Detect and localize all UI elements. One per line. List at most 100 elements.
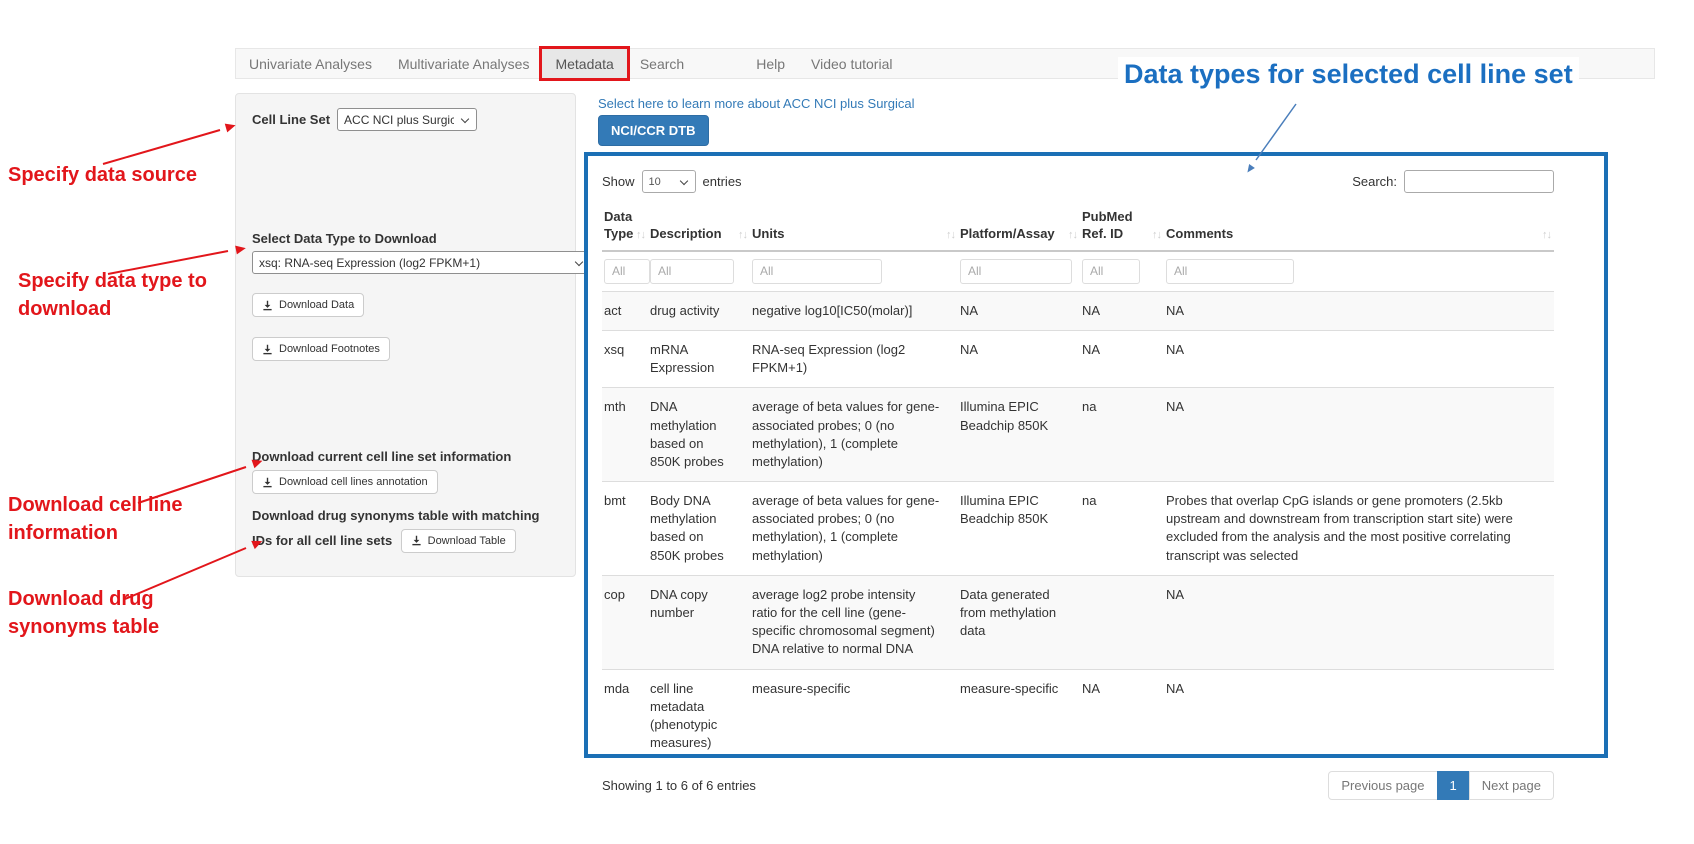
data-type-select-wrap: xsq: RNA-seq Expression (log2 FPKM+1) xyxy=(252,251,591,274)
search-input[interactable] xyxy=(1404,170,1554,193)
pagination: Previous page 1 Next page xyxy=(1328,771,1554,801)
entries-label: entries xyxy=(702,174,742,189)
data-type-select[interactable]: xsq: RNA-seq Expression (log2 FPKM+1) xyxy=(253,252,590,273)
table-cell: na xyxy=(1080,481,1164,576)
filter-input-units[interactable] xyxy=(752,258,882,284)
column-label: PubMed Ref. ID xyxy=(1082,209,1133,241)
table-row-cop: cop DNA copy number average log2 probe i… xyxy=(602,574,1554,670)
table-cell: NA xyxy=(1164,290,1554,331)
search-label: Search: xyxy=(1352,174,1397,189)
table-row-mth: mth DNA methylation based on 850K probes… xyxy=(602,387,1554,482)
tab-search[interactable]: Search xyxy=(639,55,685,72)
column-header-description[interactable]: Description ↑↓ xyxy=(648,205,750,252)
filter-input-description[interactable] xyxy=(650,258,734,284)
table-search: Search: xyxy=(1352,170,1554,193)
header-row: Data Type ↑↓ Description ↑↓ Units ↑↓ Platfo… xyxy=(602,205,1554,252)
column-header-comments[interactable]: Comments ↑↓ xyxy=(1164,205,1554,252)
table-info: Showing 1 to 6 of 6 entries xyxy=(602,778,756,794)
table-cell: average of beta values for gene-associat… xyxy=(750,387,958,482)
column-header-pubmed-ref-id[interactable]: PubMed Ref. ID ↑↓ xyxy=(1080,205,1164,252)
column-header-units[interactable]: Units ↑↓ xyxy=(750,205,958,252)
table-cell: Body DNA methylation based on 850K probe… xyxy=(648,481,750,576)
sort-icon[interactable]: ↑↓ xyxy=(738,229,748,242)
sort-icon[interactable]: ↑↓ xyxy=(1068,229,1078,242)
download-data-button[interactable]: Download Data xyxy=(252,293,365,317)
sort-icon[interactable]: ↑↓ xyxy=(636,229,646,242)
cell-line-set-row: Cell Line Set ACC NCI plus Surgical xyxy=(252,108,561,131)
red-arrow xyxy=(102,129,221,165)
download-icon xyxy=(262,477,273,488)
next-page-button[interactable]: Next page xyxy=(1468,771,1554,801)
table-cell: average of beta values for gene-associat… xyxy=(750,481,958,576)
download-annotation-label: Download cell lines annotation xyxy=(279,476,428,488)
cell-line-set-select[interactable]: ACC NCI plus Surgical xyxy=(338,109,477,130)
download-icon xyxy=(262,300,273,311)
filter-cell xyxy=(648,251,750,292)
column-label: Data Type xyxy=(604,209,634,241)
table-row-mda: mda cell line metadata (phenotypic measu… xyxy=(602,668,1554,763)
download-footnotes-button[interactable]: Download Footnotes xyxy=(252,337,390,361)
data-types-panel: Show 10 entries Search: xyxy=(584,152,1608,801)
table-cell: xsq xyxy=(602,329,648,388)
table-cell: mRNA Expression xyxy=(648,329,750,388)
table-controls: Show 10 entries Search: xyxy=(602,170,1554,193)
sidebar: Cell Line Set ACC NCI plus Surgical Sele… xyxy=(235,93,591,577)
page-1-button[interactable]: 1 xyxy=(1436,771,1470,801)
learn-more-link[interactable]: Select here to learn more about ACC NCI … xyxy=(598,96,915,111)
table-row-bmt: bmt Body DNA methylation based on 850K p… xyxy=(602,481,1554,576)
cell-line-set-label: Cell Line Set xyxy=(252,112,331,127)
tab-metadata[interactable]: Metadata xyxy=(539,46,630,81)
table-cell: na xyxy=(1080,387,1164,482)
table-cell: NA xyxy=(1164,329,1554,388)
download-icon xyxy=(411,535,422,546)
download-table-button[interactable]: Download Table xyxy=(400,528,516,553)
tab-video-tutorial[interactable]: Video tutorial xyxy=(811,55,893,72)
page-size-select[interactable]: 10 xyxy=(642,171,695,192)
show-label: Show xyxy=(602,174,635,189)
tab-help[interactable]: Help xyxy=(756,55,785,72)
filter-input-data-type[interactable] xyxy=(604,258,650,284)
filter-input-pubmed-ref-id[interactable] xyxy=(1082,258,1140,284)
filter-input-platform-assay[interactable] xyxy=(960,258,1072,284)
filter-input-comments[interactable] xyxy=(1166,258,1294,284)
tab-univariate-analyses[interactable]: Univariate Analyses xyxy=(249,55,372,72)
drug-synonyms-block: Download drug synonyms table with matchi… xyxy=(252,504,561,554)
column-header-data-type[interactable]: Data Type ↑↓ xyxy=(602,205,648,252)
table-cell: Illumina EPIC Beadchip 850K xyxy=(958,481,1080,576)
table-cell: NA xyxy=(1080,668,1164,763)
download-footnotes-label: Download Footnotes xyxy=(279,343,380,355)
filter-cell xyxy=(958,251,1080,292)
annotation-data-types-title: Data types for selected cell line set xyxy=(1118,57,1579,92)
tab-multivariate-analyses[interactable]: Multivariate Analyses xyxy=(397,55,530,72)
nci-ccr-dtb-button[interactable]: NCI/CCR DTB xyxy=(598,115,709,146)
table-cell: measure-specific xyxy=(958,668,1080,763)
annotation-specify-data-type: Specify data type to download xyxy=(18,270,207,320)
drug-synonyms-label: Download drug synonyms table with matchi… xyxy=(252,508,540,549)
table-cell: cell line metadata (phenotypic measures) xyxy=(648,668,750,763)
sort-icon[interactable]: ↑↓ xyxy=(1542,229,1552,242)
table-cell: NA xyxy=(958,290,1080,331)
column-header-platform-assay[interactable]: Platform/Assay ↑↓ xyxy=(958,205,1080,252)
table-cell: act xyxy=(602,290,648,331)
column-label: Comments xyxy=(1166,225,1234,241)
sort-icon[interactable]: ↑↓ xyxy=(1152,229,1162,242)
data-types-table: Data Type ↑↓ Description ↑↓ Units ↑↓ Platfo… xyxy=(602,205,1554,763)
previous-page-button[interactable]: Previous page xyxy=(1328,771,1438,801)
table-cell: NA xyxy=(1080,329,1164,388)
table-cell: NA xyxy=(958,329,1080,388)
annotation-download-drug-synonyms: Download drug synonyms table xyxy=(8,588,160,638)
table-cell: NA xyxy=(1080,290,1164,331)
page-size-select-wrap: 10 xyxy=(641,170,696,193)
table-cell: DNA methylation based on 850K probes xyxy=(648,387,750,482)
table-cell xyxy=(1080,574,1164,670)
table-cell: mth xyxy=(602,387,648,482)
download-cell-lines-annotation-button[interactable]: Download cell lines annotation xyxy=(252,470,438,494)
annotation-specify-data-source: Specify data source xyxy=(8,164,197,186)
filter-cell xyxy=(750,251,958,292)
sort-icon[interactable]: ↑↓ xyxy=(946,229,956,242)
table-cell: RNA-seq Expression (log2 FPKM+1) xyxy=(750,329,958,388)
table-cell: NA xyxy=(1164,574,1554,670)
table-cell: drug activity xyxy=(648,290,750,331)
cell-line-set-select-wrap: ACC NCI plus Surgical xyxy=(337,108,478,131)
